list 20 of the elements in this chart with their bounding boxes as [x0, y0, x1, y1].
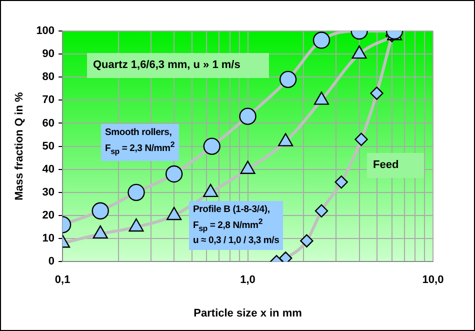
x-axis-title: Particle size x in mm [194, 307, 302, 320]
annotation: Smooth rollers, F$_{sp}$ = 2,3 N/mm$^{2}$ [101, 124, 179, 162]
y-tick-label: 80 [42, 71, 55, 84]
annotation: Profile B (1-8-3/4), F$_{sp}$ = 2,8 N/mm$^{2}$ u ≈ 0,3 / 1,0 / 3,3 m/s [189, 201, 284, 250]
x-tick-label: 10,0 [422, 274, 444, 286]
y-tick-label: 10 [42, 232, 55, 245]
y-tick-label: 0 [48, 256, 55, 268]
y-tick-label: 100 [36, 25, 55, 38]
annotation: Quartz 1,6/6,3 mm, u » 1 m/s [87, 53, 269, 78]
y-axis-title: Mass fraction Q in % [14, 92, 26, 200]
y-tick-label: 50 [42, 140, 55, 152]
y-tick-label: 40 [42, 163, 55, 176]
y-tick-label: 20 [42, 210, 55, 222]
y-tick-label: 90 [42, 48, 55, 60]
y-tick-label: 30 [42, 186, 55, 198]
y-tick-label: 60 [42, 117, 55, 130]
x-tick-label: 1,0 [240, 274, 256, 286]
x-tick-label: 0,1 [54, 274, 70, 286]
y-tick-label: 70 [42, 94, 55, 106]
annotation: Feed [367, 153, 424, 178]
